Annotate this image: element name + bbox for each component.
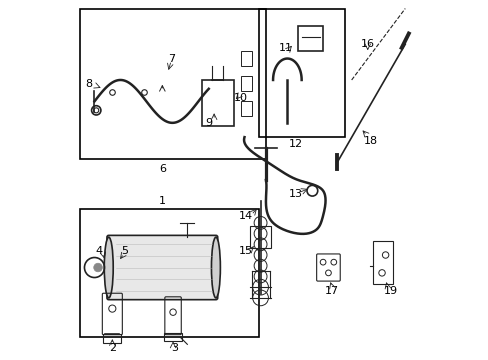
Text: 16: 16: [360, 39, 374, 49]
Ellipse shape: [211, 237, 220, 298]
Bar: [241, 51, 251, 66]
FancyBboxPatch shape: [107, 235, 217, 300]
Text: 3: 3: [171, 343, 178, 353]
Text: 11: 11: [278, 43, 292, 53]
Text: 6: 6: [159, 164, 165, 174]
Bar: [298, 26, 323, 51]
Circle shape: [94, 263, 102, 272]
Bar: [80, 9, 265, 158]
Text: 10: 10: [233, 93, 247, 103]
Bar: [258, 9, 344, 137]
Bar: [241, 102, 251, 116]
Bar: [249, 226, 271, 248]
Text: 2: 2: [108, 343, 116, 353]
Text: 8: 8: [85, 78, 93, 89]
Text: 15: 15: [239, 247, 253, 256]
Text: 12: 12: [288, 139, 303, 149]
Text: 4: 4: [95, 247, 102, 256]
Text: 5: 5: [121, 247, 128, 256]
Bar: [241, 76, 251, 91]
Ellipse shape: [104, 237, 113, 298]
Bar: [201, 80, 233, 126]
Text: 7: 7: [167, 54, 175, 64]
Bar: [103, 334, 121, 342]
Text: 18: 18: [364, 136, 378, 146]
Text: 17: 17: [325, 286, 338, 296]
Text: 19: 19: [383, 286, 397, 296]
Bar: [372, 241, 392, 284]
Text: 14: 14: [239, 211, 253, 221]
Bar: [80, 208, 258, 337]
Text: 9: 9: [205, 118, 212, 128]
Text: 13: 13: [289, 189, 303, 199]
Bar: [164, 333, 182, 341]
Text: 1: 1: [159, 197, 165, 206]
